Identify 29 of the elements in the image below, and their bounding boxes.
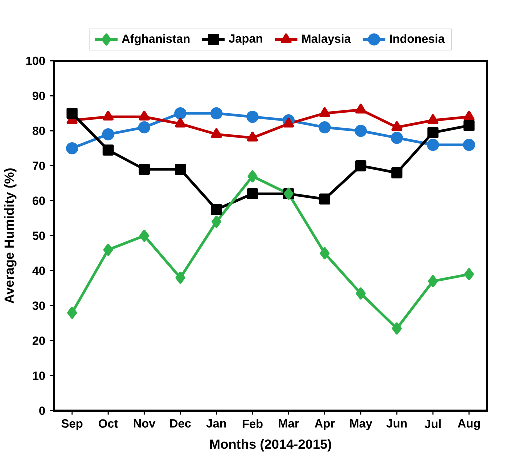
y-tick-label: 70: [32, 162, 46, 170]
y-tick-label: 90: [32, 92, 46, 100]
legend-label: Afghanistan: [122, 34, 190, 46]
y-tick-label: 0: [40, 406, 46, 416]
x-tick-label: Sep: [62, 419, 83, 430]
y-tick-label: 100: [26, 56, 46, 66]
x-tick-label: Apr: [314, 419, 335, 430]
y-tick-label: 10: [33, 372, 46, 380]
x-axis-title: Months (2014-2015): [210, 439, 332, 452]
x-tick-label: Dec: [170, 419, 192, 428]
x-tick-label: Mar: [279, 419, 300, 428]
y-axis-title: Average Humidity (%): [4, 168, 17, 304]
x-tick-label: Oct: [99, 419, 118, 428]
x-tick-label: Jun: [386, 419, 407, 428]
y-tick-label: 50: [32, 232, 46, 240]
x-tick-label: Nov: [134, 419, 156, 428]
y-tick-label: 20: [32, 336, 46, 346]
y-tick-label: 40: [32, 266, 46, 276]
legend-label: Indonesia: [390, 34, 446, 44]
x-tick-label: Feb: [242, 419, 263, 428]
y-tick-label: 60: [32, 196, 46, 206]
legend-label: Japan: [229, 34, 262, 46]
x-tick-label: May: [350, 419, 373, 430]
x-tick-label: Jan: [206, 419, 226, 428]
y-tick-label: 80: [32, 126, 46, 136]
legend-label: Malaysia: [302, 34, 352, 46]
x-tick-label: Jul: [424, 419, 441, 428]
x-tick-label: Aug: [458, 419, 480, 430]
y-tick-label: 30: [32, 302, 46, 310]
